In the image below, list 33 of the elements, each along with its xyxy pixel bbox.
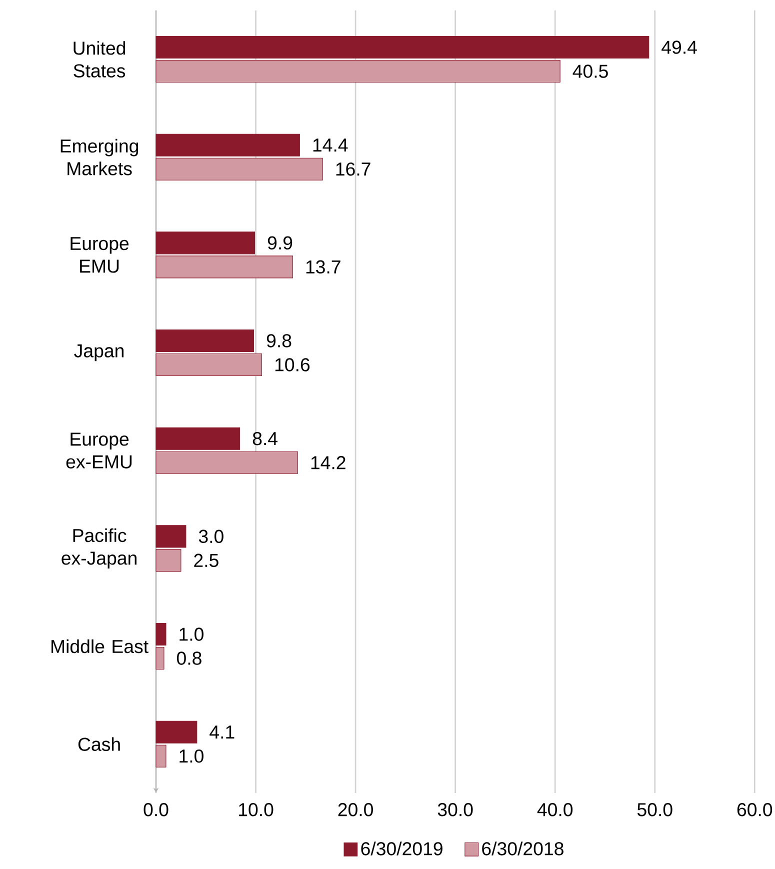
data-label: 1.0 — [180, 628, 204, 641]
x-tick-label: 10.0 — [239, 803, 274, 816]
x-tick-label: 20.0 — [338, 803, 373, 816]
y-tick-label: United States — [74, 41, 126, 78]
y-tick-label: Japan — [74, 344, 124, 362]
data-label: 8.4 — [252, 432, 278, 446]
data-label: 14.2 — [311, 456, 346, 470]
legend-label: 6/30/2019 — [361, 842, 442, 856]
data-label: 9.9 — [268, 236, 292, 250]
y-tick-label: Pacific ex-Japan — [62, 528, 136, 568]
data-label: 4.1 — [210, 726, 234, 739]
y-tick-label: Europe EMU — [70, 237, 129, 273]
data-label: 3.0 — [198, 530, 224, 544]
y-tick-label: Middle East — [52, 639, 148, 654]
legend-label: 6/30/2018 — [482, 842, 564, 856]
y-tick-label: Europe ex-EMU — [66, 432, 132, 468]
data-label: 14.4 — [313, 138, 348, 152]
x-tick-label: 0.0 — [144, 803, 168, 816]
x-tick-label: 30.0 — [438, 803, 473, 816]
data-label: 13.7 — [306, 260, 340, 274]
x-tick-label: 40.0 — [537, 803, 573, 816]
x-tick-label: 50.0 — [637, 803, 672, 816]
data-label: 16.7 — [336, 162, 370, 176]
data-label: 49.4 — [662, 40, 697, 54]
data-label: 9.8 — [266, 334, 292, 348]
data-label: 10.6 — [275, 358, 310, 372]
x-tick-label: 60.0 — [737, 803, 772, 816]
y-tick-label: Emerging Markets — [60, 138, 138, 176]
data-label: 40.5 — [572, 64, 608, 78]
y-tick-label: Cash — [78, 737, 120, 751]
data-label: 2.5 — [194, 554, 218, 568]
data-label: 1.0 — [180, 749, 204, 763]
data-label: 0.8 — [176, 652, 202, 665]
